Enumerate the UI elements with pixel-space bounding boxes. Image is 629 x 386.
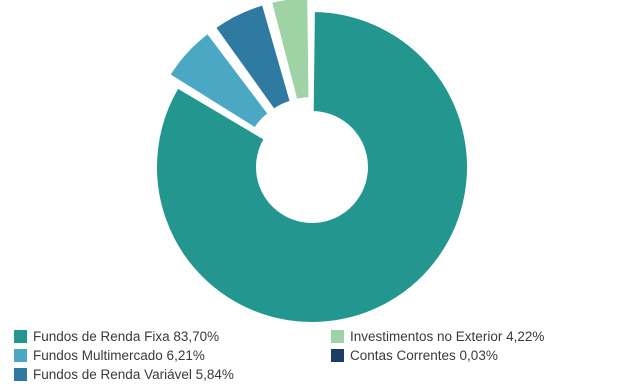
legend-item-investimentos-exterior: Investimentos no Exterior 4,22% bbox=[331, 327, 544, 345]
legend-label: Contas Correntes 0,03% bbox=[350, 347, 498, 363]
legend-swatch bbox=[14, 367, 27, 381]
legend-swatch bbox=[331, 329, 344, 343]
legend-swatch bbox=[14, 348, 27, 362]
legend-label: Investimentos no Exterior 4,22% bbox=[350, 328, 545, 344]
chart-slices bbox=[155, 0, 469, 324]
legend-label: Fundos Multimercado 6,21% bbox=[33, 347, 205, 363]
legend-label: Fundos de Renda Variável 5,84% bbox=[33, 366, 234, 382]
slice-fundos-de-renda-vari-vel bbox=[213, 3, 292, 112]
slice-fundos-de-renda-fixa bbox=[155, 9, 469, 324]
slice-investimentos-no-exterior bbox=[269, 0, 311, 102]
legend-swatch bbox=[331, 348, 344, 362]
donut-chart bbox=[155, 0, 469, 324]
legend-item-fundos-renda-variavel: Fundos de Renda Variável 5,84% bbox=[14, 365, 234, 383]
legend-swatch bbox=[14, 329, 27, 343]
slice-fundos-multimercado bbox=[168, 31, 270, 130]
legend-item-fundos-multimercado: Fundos Multimercado 6,21% bbox=[14, 346, 205, 364]
legend-label: Fundos de Renda Fixa 83,70% bbox=[33, 328, 220, 344]
legend-item-fundos-renda-fixa: Fundos de Renda Fixa 83,70% bbox=[14, 327, 219, 345]
legend-item-contas-correntes: Contas Correntes 0,03% bbox=[331, 346, 498, 364]
chart-legend: Fundos de Renda Fixa 83,70% Investimento… bbox=[14, 327, 626, 385]
